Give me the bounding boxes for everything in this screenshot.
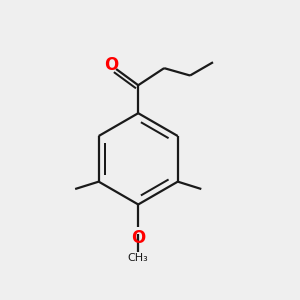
Text: O: O xyxy=(131,229,145,247)
Text: CH₃: CH₃ xyxy=(128,253,148,263)
Text: O: O xyxy=(104,56,118,74)
